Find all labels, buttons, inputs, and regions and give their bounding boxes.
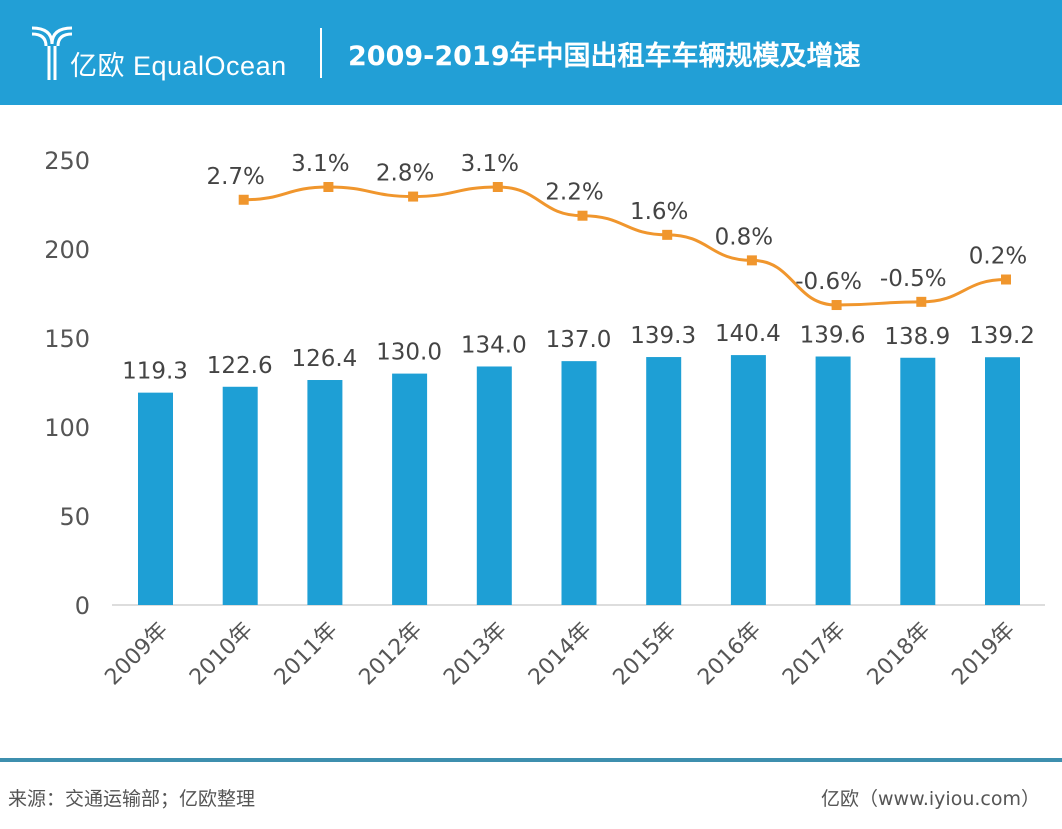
growth-value-label: -0.6% [795, 269, 862, 295]
logo-text: 亿欧 EqualOcean [70, 51, 287, 81]
chart-title: 2009-2019年中国出租车车辆规模及增速 [348, 41, 861, 72]
y-tick-label: 100 [44, 414, 90, 442]
bar [392, 373, 428, 605]
bar [646, 357, 682, 605]
header-divider [320, 28, 322, 78]
growth-value-label: 2.2% [545, 180, 603, 206]
x-tick-label: 2009年 [100, 618, 173, 691]
y-tick-label: 0 [75, 592, 90, 620]
bar [476, 366, 512, 605]
bar [985, 357, 1020, 605]
growth-line [243, 185, 1007, 307]
growth-marker [746, 255, 757, 266]
bar-value-label: 134.0 [461, 332, 527, 358]
growth-value-label: 3.1% [461, 151, 519, 177]
growth-marker [238, 194, 249, 205]
growth-marker [916, 296, 927, 307]
bar-value-label: 138.9 [884, 324, 950, 350]
x-tick-label: 2019年 [947, 618, 1020, 691]
bar-value-label: 139.3 [630, 323, 696, 349]
x-tick-label: 2011年 [270, 618, 343, 691]
growth-value-label: 2.7% [206, 164, 264, 190]
growth-value-label: -0.5% [880, 266, 947, 292]
bar-value-label: 130.0 [376, 340, 442, 366]
bar-value-label: 122.6 [207, 353, 273, 379]
bar [138, 392, 173, 605]
growth-marker [492, 182, 503, 192]
chart: 0 50 100 150 200 250 119.3 2009年 122.6 2010年 126.4… [44, 147, 1045, 691]
y-tick-label: 50 [59, 503, 90, 531]
y-tick-label: 250 [44, 147, 90, 175]
bar-value-label: 140.4 [715, 321, 781, 347]
x-tick-label: 2017年 [778, 618, 851, 691]
footer-rule [0, 758, 1062, 762]
site-credit: 亿欧（www.iyiou.com） [820, 788, 1040, 810]
x-tick-label: 2012年 [355, 618, 428, 691]
growth-marker [831, 300, 842, 311]
x-tick-label: 2010年 [185, 618, 258, 691]
growth-marker [1001, 274, 1011, 285]
growth-marker [662, 229, 673, 240]
x-tick-label: 2014年 [524, 618, 597, 691]
bar [222, 386, 258, 605]
source-note: 来源：交通运输部；亿欧整理 [8, 788, 256, 810]
bar [561, 361, 597, 605]
bar-value-label: 137.0 [546, 327, 612, 353]
bar-value-label: 126.4 [291, 346, 357, 372]
y-tick-label: 200 [44, 236, 90, 264]
header-banner: 亿欧 EqualOcean 2009-2019年中国出租车车辆规模及增速 [0, 0, 1062, 105]
growth-marker [577, 210, 588, 221]
equalocean-logo-icon [31, 26, 73, 80]
bar-value-label: 139.6 [800, 323, 866, 349]
growth-value-label: 1.6% [630, 199, 688, 225]
bar [307, 380, 343, 605]
growth-marker [408, 191, 419, 202]
growth-value-label: 2.8% [376, 161, 434, 187]
growth-value-label: 3.1% [291, 151, 349, 177]
growth-value-label: 0.8% [715, 224, 773, 250]
bar [815, 356, 851, 605]
x-tick-label: 2013年 [439, 618, 512, 691]
growth-value-label: 0.2% [969, 244, 1027, 270]
bar-value-label: 119.3 [122, 359, 188, 385]
x-tick-label: 2018年 [863, 618, 936, 691]
bar [900, 357, 936, 605]
y-tick-label: 150 [44, 325, 90, 353]
x-tick-label: 2016年 [693, 618, 766, 691]
growth-marker [323, 182, 334, 192]
x-tick-label: 2015年 [609, 618, 682, 691]
bar-value-label: 139.2 [969, 323, 1035, 349]
bar [730, 355, 766, 605]
